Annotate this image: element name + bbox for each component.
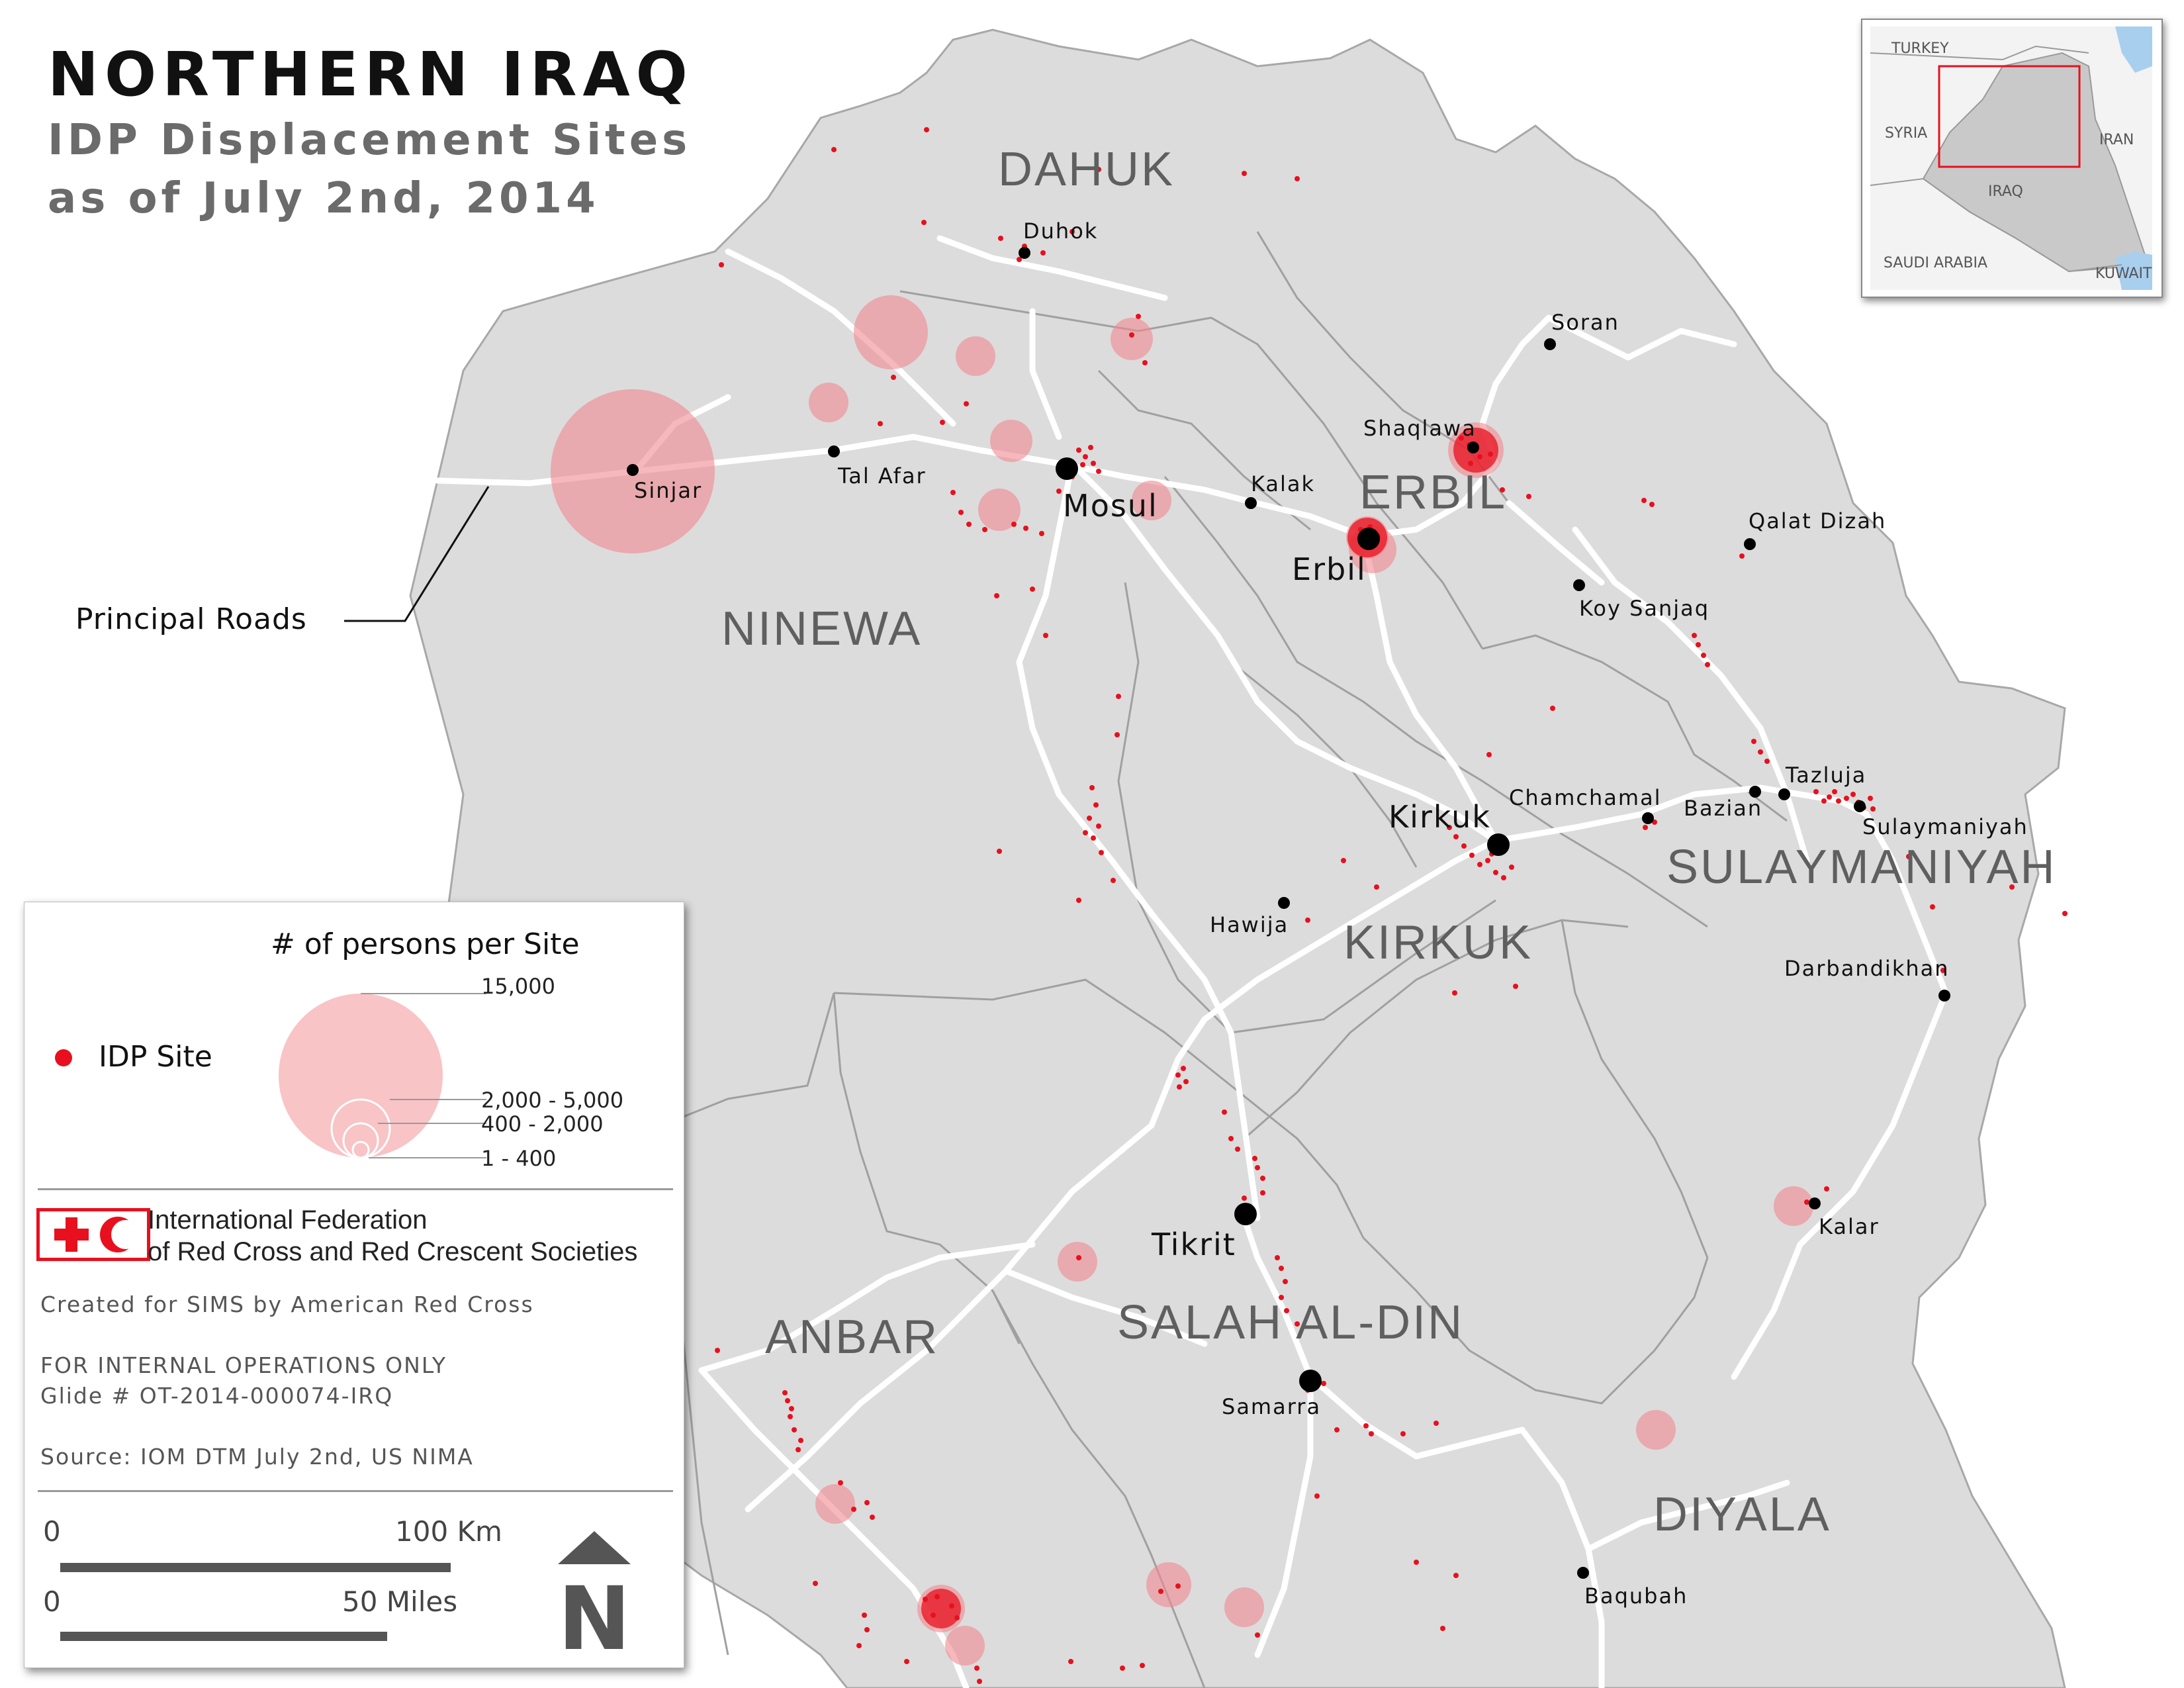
scale-km-start: 0: [43, 1515, 61, 1548]
ifrc-name-line1: International Federation: [148, 1205, 428, 1235]
ifrc-name-line2: of Red Cross and Red Crescent Societies: [148, 1237, 638, 1266]
province-label-diyala: DIYALA: [1653, 1488, 1831, 1541]
province-label-anbar: ANBAR: [765, 1311, 939, 1364]
principal-roads: [433, 235, 1949, 1688]
glide-number: Glide # OT-2014-000074-IRQ: [40, 1383, 394, 1409]
inset-label-kuwait: KUWAIT: [2095, 265, 2152, 282]
city-label-duhok: Duhok: [1023, 218, 1098, 244]
city-label-kirkuk: Kirkuk: [1388, 799, 1491, 835]
legend-panel: # of persons per Site IDP Site 15,000 2,…: [24, 902, 684, 1668]
province-label-kirkuk: KIRKUK: [1343, 916, 1533, 969]
size-label-1-400: 1 - 400: [481, 1146, 557, 1171]
city-label-bazian: Bazian: [1684, 796, 1762, 821]
province-label-ninewa: NINEWA: [721, 602, 922, 655]
inset-map: TURKEY SYRIA IRAN IRAQ SAUDI ARABIA KUWA…: [1870, 26, 2152, 290]
city-label-tikrit: Tikrit: [1151, 1227, 1236, 1262]
ifrc-name: International Federation of Red Cross an…: [148, 1204, 637, 1268]
city-label-tazluja: Tazluja: [1785, 763, 1866, 788]
inset-label-syria: SYRIA: [1885, 125, 1927, 142]
city-label-samarra: Samarra: [1222, 1394, 1321, 1419]
internal-use-note: FOR INTERNAL OPERATIONS ONLY: [40, 1352, 447, 1378]
idp-site-label: IDP Site: [99, 1040, 212, 1074]
legend-divider-bottom: [38, 1490, 673, 1492]
inset-label-iran: IRAN: [2099, 132, 2134, 148]
red-cross-crescent-icon: [54, 1217, 140, 1252]
inset-locator-map: TURKEY SYRIA IRAN IRAQ SAUDI ARABIA KUWA…: [1861, 19, 2163, 298]
principal-roads-label: Principal Roads: [75, 602, 307, 636]
city-label-darbandikhan: Darbandikhan: [1784, 956, 1950, 981]
city-label-baqubah: Baqubah: [1584, 1583, 1688, 1609]
size-label-15000: 15,000: [481, 974, 555, 999]
province-label-sulaymaniyah: SULAYMANIYAH: [1666, 841, 2056, 894]
city-markers: [627, 247, 1950, 1579]
scale-km-end: 100 Km: [395, 1515, 502, 1548]
north-letter: N: [558, 1568, 631, 1657]
city-label-erbil: Erbil: [1292, 551, 1367, 587]
inset-label-turkey: TURKEY: [1891, 40, 1949, 57]
road-leader-line: [344, 486, 490, 622]
city-label-chamchamal: Chamchamal: [1509, 785, 1662, 810]
scale-bar-km: [60, 1563, 451, 1572]
province-label-dahuk: DAHUK: [998, 143, 1175, 196]
size-label-400-2000: 400 - 2,000: [481, 1111, 604, 1137]
source-note: Source: IOM DTM July 2nd, US NIMA: [40, 1444, 474, 1470]
scale-mi-start: 0: [43, 1585, 61, 1618]
legend-divider-top: [38, 1188, 673, 1190]
city-label-koy-sanjaq: Koy Sanjaq: [1579, 596, 1709, 621]
legend-title: # of persons per Site: [271, 927, 580, 961]
size-label-2000-5000: 2,000 - 5,000: [481, 1088, 624, 1113]
map-title: NORTHERN IRAQ: [48, 39, 694, 110]
city-label-sinjar: Sinjar: [634, 478, 702, 503]
scale-bar-miles: [60, 1632, 387, 1641]
ifrc-logo: [36, 1208, 150, 1261]
inset-label-iraq: IRAQ: [1988, 183, 2023, 200]
city-label-tal-afar: Tal Afar: [837, 463, 927, 489]
city-label-mosul: Mosul: [1063, 488, 1158, 524]
province-label-erbil: ERBIL: [1359, 466, 1507, 519]
size-legend-circles: [279, 993, 486, 1159]
idp-site-symbol: [55, 1049, 72, 1066]
province-label-salah-al-din: SALAH AL-DIN: [1117, 1296, 1464, 1349]
inset-label-saudi-arabia: SAUDI ARABIA: [1884, 255, 1987, 271]
title-block: NORTHERN IRAQ IDP Displacement Sites as …: [48, 38, 694, 228]
map-subtitle-line1: IDP Displacement Sites: [48, 116, 692, 165]
map-subtitle-line2: as of July 2nd, 2014: [48, 174, 600, 223]
inset-extent-box: [1938, 65, 2081, 168]
city-label-kalak: Kalak: [1251, 471, 1315, 496]
size-circle-15000: [279, 994, 443, 1158]
size-circle-1-400: [351, 1141, 370, 1159]
city-label-shaqlawa: Shaqlawa: [1363, 416, 1477, 441]
city-label-kalar: Kalar: [1819, 1214, 1880, 1239]
city-label-soran: Soran: [1551, 310, 1619, 335]
created-by-note: Created for SIMS by American Red Cross: [40, 1291, 534, 1317]
north-arrow-icon: N: [558, 1531, 631, 1657]
city-label-hawija: Hawija: [1210, 912, 1289, 937]
province-boundaries: [660, 231, 1788, 1688]
city-label-qalat-dizah: Qalat Dizah: [1749, 508, 1886, 534]
scale-mi-end: 50 Miles: [342, 1585, 458, 1618]
city-label-sulaymaniyah: Sulaymaniyah: [1862, 814, 2028, 839]
idp-sites: [715, 127, 2068, 1684]
